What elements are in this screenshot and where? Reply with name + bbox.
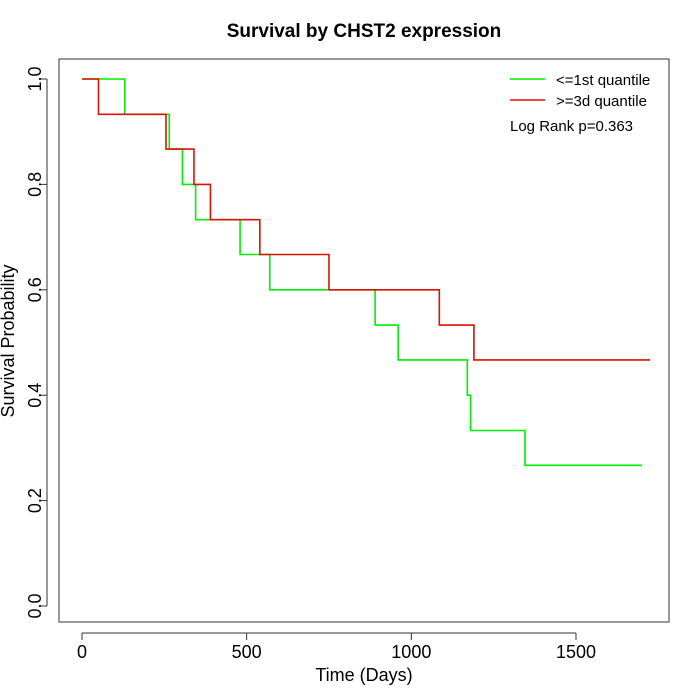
survival-curve-high: [82, 78, 651, 361]
y-tick-label: 0.8: [25, 172, 45, 197]
chart-title: Survival by CHST2 expression: [227, 21, 502, 42]
y-tick-label: 0.6: [25, 277, 45, 302]
x-axis: 0 500 1000 1500: [77, 632, 596, 662]
y-tick-label: 0.0: [25, 593, 45, 618]
x-tick-label: 500: [232, 642, 262, 662]
legend-label-low: <=1st quantile: [556, 72, 650, 89]
y-tick-label: 1.0: [25, 66, 45, 91]
x-tick-label: 1000: [391, 642, 431, 662]
survival-curve-low: [82, 78, 642, 467]
plot-frame: [58, 58, 670, 623]
y-axis-label: Survival Probability: [0, 264, 18, 417]
x-tick-label: 1500: [556, 642, 596, 662]
legend: <=1st quantile >=3d quantile: [510, 72, 650, 110]
y-tick-label: 0.2: [25, 488, 45, 513]
y-tick-label: 0.4: [25, 383, 45, 408]
series-layer: [82, 78, 651, 467]
x-axis-label: Time (Days): [315, 665, 412, 685]
x-tick-label: 0: [77, 642, 87, 662]
legend-label-high: >=3d quantile: [556, 93, 647, 110]
y-axis: 0.0 0.2 0.4 0.6 0.8 1.0: [25, 66, 48, 619]
log-rank-annotation: Log Rank p=0.363: [510, 118, 633, 135]
